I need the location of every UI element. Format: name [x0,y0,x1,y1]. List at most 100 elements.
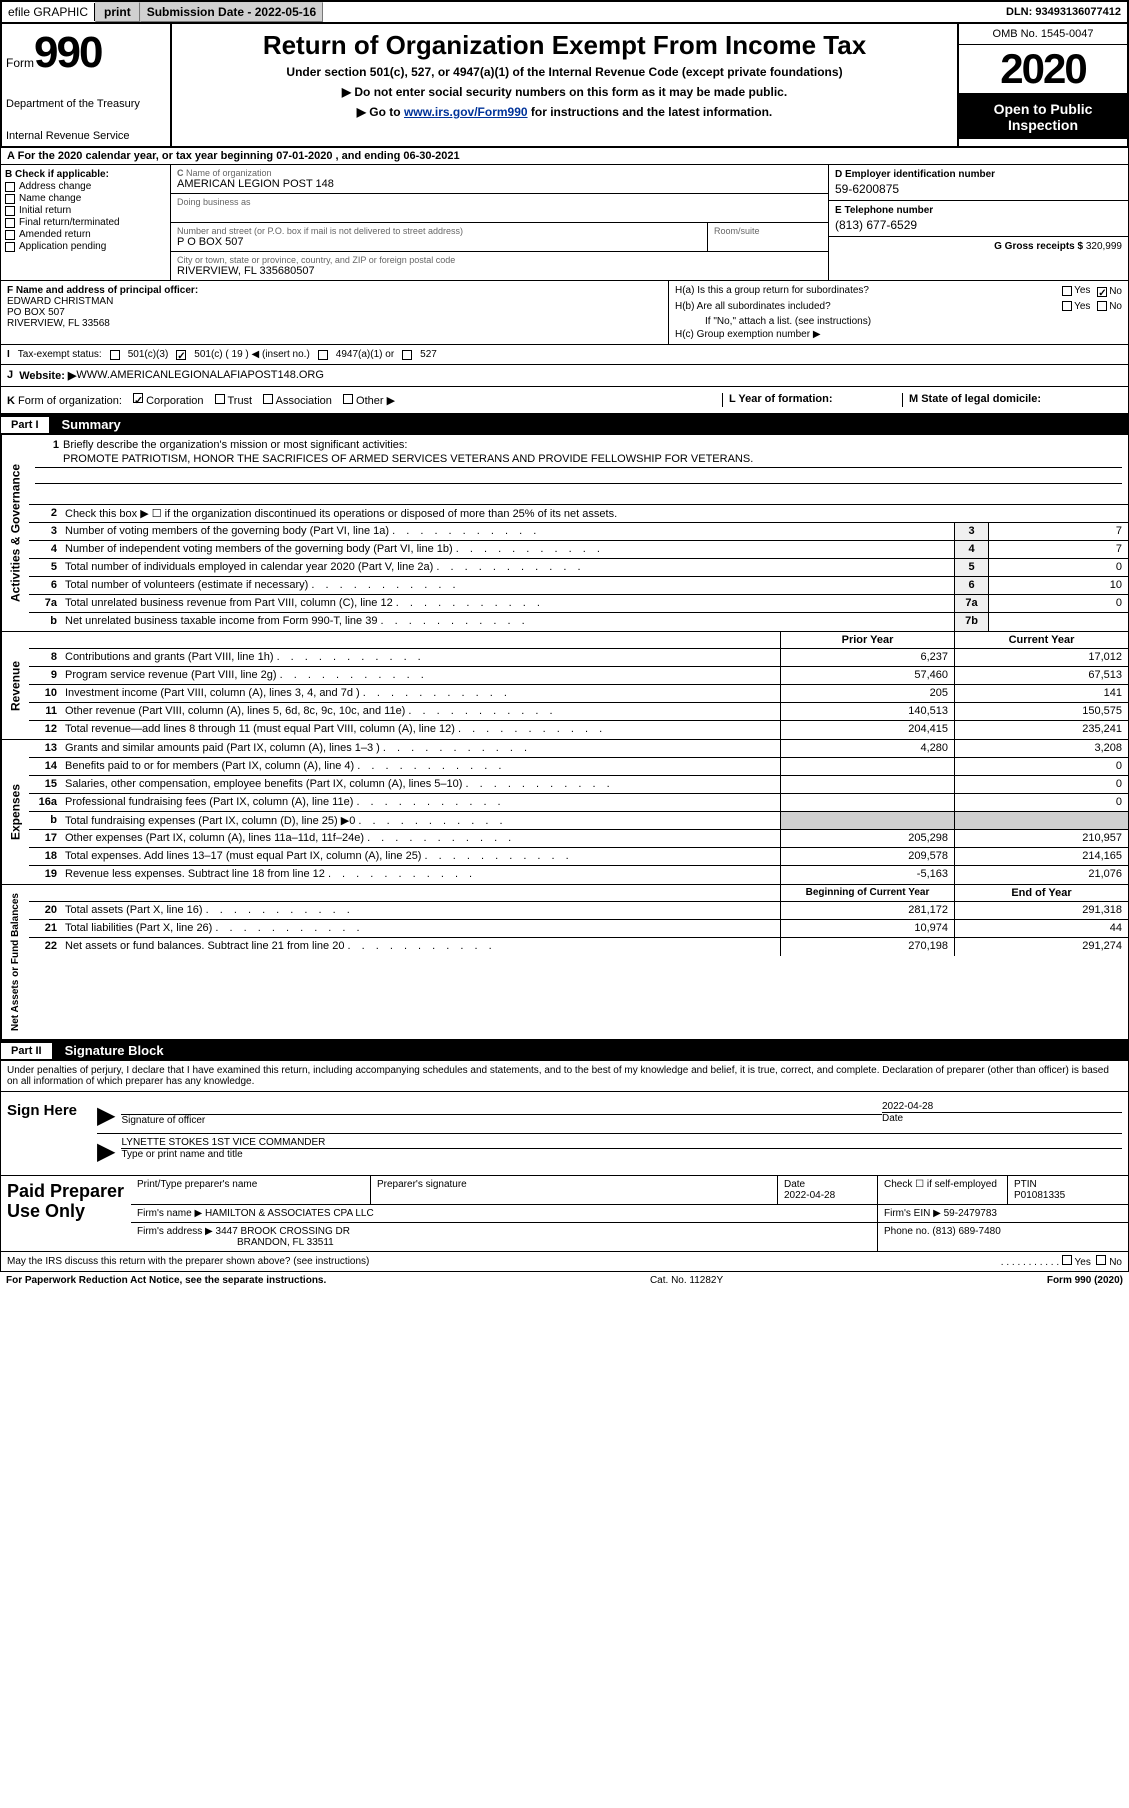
perjury-text: Under penalties of perjury, I declare th… [0,1061,1129,1092]
line-21: 21Total liabilities (Part X, line 26) 10… [29,920,1128,938]
line-12: 12Total revenue—add lines 8 through 11 (… [29,721,1128,739]
irs-link[interactable]: www.irs.gov/Form990 [404,105,528,119]
line-20: 20Total assets (Part X, line 16) 281,172… [29,902,1128,920]
ptin-value: P01081335 [1014,1190,1122,1201]
cb-trust[interactable] [215,394,225,404]
cb-label-0: Address change [19,181,91,192]
discuss-no[interactable] [1096,1255,1106,1265]
org-address: P O BOX 507 [177,236,701,248]
addr-label: Number and street (or P.O. box if mail i… [177,226,701,236]
website-value: WWW.AMERICANLEGIONALAFIAPOST148.ORG [76,369,324,382]
firm-phone: (813) 689-7480 [932,1226,1000,1237]
discuss-row: May the IRS discuss this return with the… [0,1252,1129,1272]
row-j-website: J Website: ▶ WWW.AMERICANLEGIONALAFIAPOS… [0,365,1129,387]
line-19: 19Revenue less expenses. Subtract line 1… [29,866,1128,884]
form-right: OMB No. 1545-0047 2020 Open to Public In… [957,24,1127,146]
line-13: 13Grants and similar amounts paid (Part … [29,740,1128,758]
opt-assoc: Association [276,395,332,407]
discuss-yes[interactable] [1062,1255,1072,1265]
line-22: 22Net assets or fund balances. Subtract … [29,938,1128,956]
group-return: H(a) Is this a group return for subordin… [668,281,1128,344]
revenue-section: Revenue Prior Year Current Year 8Contrib… [0,632,1129,740]
opt-corp: Corporation [146,395,203,407]
firm-label: Firm's name ▶ [137,1208,205,1219]
form-header: Form 990 Department of the Treasury Inte… [0,24,1129,148]
line-b: bTotal fundraising expenses (Part IX, co… [29,812,1128,830]
open1: Open to Public [994,101,1093,117]
firm-phone-label: Phone no. [884,1226,932,1237]
irs-label: Internal Revenue Service [6,130,166,142]
firm-addr2: BRANDON, FL 33511 [137,1237,334,1248]
cb-initial-return[interactable] [5,206,15,216]
cb-assoc[interactable] [263,394,273,404]
print-name-label: Type or print name and title [121,1149,1122,1160]
paperwork-notice: For Paperwork Reduction Act Notice, see … [6,1275,326,1286]
firm-name: HAMILTON & ASSOCIATES CPA LLC [205,1208,374,1219]
cb-amended[interactable] [5,230,15,240]
cb-corp[interactable]: ✓ [133,393,143,403]
cb-501c3[interactable] [110,350,120,360]
open2: Inspection [1008,117,1078,133]
paid-preparer-label: Paid Preparer Use Only [1,1176,131,1251]
discuss-no-label: No [1109,1257,1122,1268]
officer-addr2: RIVERVIEW, FL 33568 [7,318,662,329]
prep-date-label: Date [784,1179,871,1190]
mission-text: PROMOTE PATRIOTISM, HONOR THE SACRIFICES… [35,451,1122,468]
preparer-section: Paid Preparer Use Only Print/Type prepar… [0,1176,1129,1252]
mission-label: Briefly describe the organization's miss… [63,439,407,451]
row-k-form-org: K Form of organization: ✓ Corporation Tr… [0,387,1129,414]
gov-line-6: 6Total number of volunteers (estimate if… [29,577,1128,595]
cb-other[interactable] [343,394,353,404]
line-17: 17Other expenses (Part IX, column (A), l… [29,830,1128,848]
state-domicile: M State of legal domicile: [909,393,1041,405]
col-c-org-info: C Name of organization AMERICAN LEGION P… [171,165,828,280]
cb-label-5: Application pending [19,241,106,252]
col-d-ein-phone: D Employer identification number 59-6200… [828,165,1128,280]
net-header: Beginning of Current Year End of Year [29,885,1128,902]
officer-addr1: PO BOX 507 [7,307,662,318]
phone-value: (813) 677-6529 [835,218,1122,232]
opt-501c3: 501(c)(3) [128,349,169,360]
form-left: Form 990 Department of the Treasury Inte… [2,24,172,146]
dba-label: Doing business as [177,197,822,207]
cb-label-2: Initial return [19,205,71,216]
arrow-icon: ▶ [97,1101,115,1130]
cb-name-change[interactable] [5,194,15,204]
section-fh: F Name and address of principal officer:… [0,281,1129,345]
part-2-bar: Part II Signature Block [0,1040,1129,1061]
hb-no[interactable] [1097,301,1107,311]
cb-final-return[interactable] [5,218,15,228]
hb-yes[interactable] [1062,301,1072,311]
cb-527[interactable] [402,350,412,360]
efile-label: efile GRAPHIC [2,3,95,21]
hb-note: If "No," attach a list. (see instruction… [675,316,1122,327]
dln: DLN: 93493136077412 [1000,4,1127,20]
form-990-footer: Form 990 (2020) [1047,1275,1123,1286]
firm-addr-label: Firm's address ▶ [137,1226,216,1237]
cb-application[interactable] [5,242,15,252]
cb-501c[interactable]: ✓ [176,350,186,360]
gross-value: 320,999 [1086,241,1122,252]
part2-title: Signature Block [55,1041,174,1060]
prep-name-label: Print/Type preparer's name [131,1176,371,1204]
part1-title: Summary [52,415,131,434]
officer-print-name: LYNETTE STOKES 1ST VICE COMMANDER [121,1137,1122,1149]
instruction-1: ▶ Do not enter social security numbers o… [182,85,947,99]
sig-officer-label: Signature of officer [121,1115,882,1126]
cb-4947[interactable] [318,350,328,360]
side-governance: Activities & Governance [1,435,29,631]
print-button[interactable]: print [95,2,140,22]
ha-yes[interactable] [1062,286,1072,296]
sign-here-label: Sign Here [1,1092,91,1175]
mission-block: 1 Briefly describe the organization's mi… [29,435,1128,505]
ha-no[interactable]: ✓ [1097,287,1107,297]
cb-address-change[interactable] [5,182,15,192]
instruction-2: ▶ Go to www.irs.gov/Form990 for instruct… [182,105,947,119]
line-14: 14Benefits paid to or for members (Part … [29,758,1128,776]
part-1-bar: Part I Summary [0,414,1129,435]
top-toolbar: efile GRAPHIC print Submission Date - 20… [0,0,1129,24]
hb-no-label: No [1109,301,1122,312]
discuss-text: May the IRS discuss this return with the… [7,1256,369,1267]
org-name: AMERICAN LEGION POST 148 [177,178,822,190]
dln-label: DLN: [1006,6,1035,18]
